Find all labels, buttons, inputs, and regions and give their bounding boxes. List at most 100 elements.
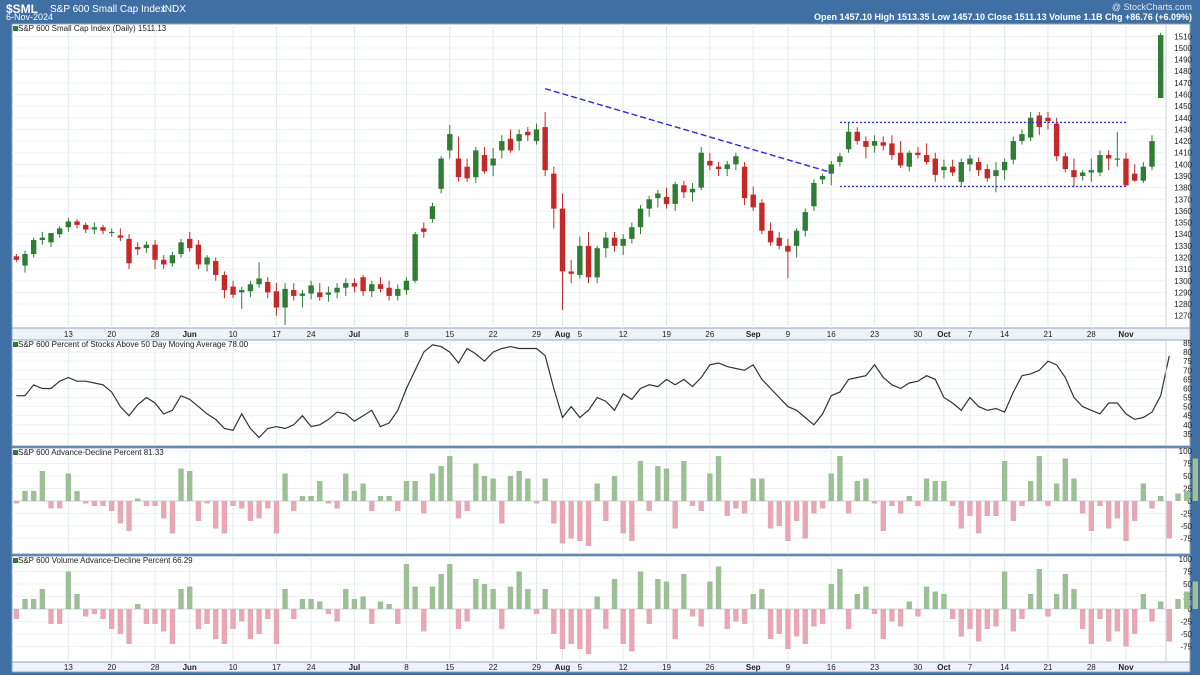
candle-body (568, 271, 574, 274)
ad-bar (343, 473, 349, 501)
ad-bar (351, 491, 358, 501)
candle-body (447, 134, 453, 151)
ad-bar (551, 501, 557, 524)
y-tick-label: 40 (1183, 421, 1192, 430)
ad-bar (941, 481, 947, 501)
vol-ad-bar (282, 589, 288, 609)
ad-bar (464, 501, 470, 511)
ad-bar (1001, 461, 1008, 501)
x-tick-label: 24 (307, 663, 316, 672)
candle-body (299, 293, 306, 296)
ad-bar (724, 501, 730, 516)
candle-body (1088, 170, 1094, 173)
candle-body (1114, 158, 1121, 160)
ad-bar (13, 501, 20, 504)
x-tick-label: 15 (445, 330, 454, 339)
x-tick-label: 16 (827, 330, 836, 339)
candle-body (767, 230, 774, 243)
candle-body (438, 158, 444, 189)
ad-bar (568, 501, 574, 539)
vol-ad-bar (967, 609, 973, 629)
candle-body (282, 288, 288, 308)
ad-bar (481, 476, 488, 501)
x-tick-label: 30 (913, 330, 922, 339)
y-tick-label: 1340 (1174, 230, 1192, 239)
candle-body (291, 290, 297, 296)
x-tick-label: 8 (404, 330, 409, 339)
vol-ad-bar (1105, 609, 1112, 642)
vol-ad-bar (30, 599, 37, 609)
date-label: 6-Nov-2024 (6, 12, 54, 22)
ad-bar (1071, 478, 1077, 501)
vol-ad-bar (1036, 569, 1042, 609)
x-tick-label: 9 (786, 330, 791, 339)
ad-bar (421, 501, 427, 514)
candle-body (195, 244, 202, 265)
candle-body (577, 245, 583, 275)
vol-ad-bar (993, 609, 999, 627)
vol-ad-bar (117, 609, 124, 634)
y-tick-label: 1350 (1174, 219, 1192, 228)
ad-bar (117, 501, 124, 524)
ad-bar (984, 501, 990, 516)
vol-ad-bar (759, 589, 765, 609)
y-tick-label: 85 (1183, 339, 1192, 348)
candle-body (213, 260, 219, 275)
candle-body (880, 142, 886, 146)
date-strip-1 (11, 661, 1191, 673)
candle-body (1019, 134, 1025, 142)
candle-body (421, 228, 427, 232)
x-tick-label: 15 (445, 663, 454, 672)
y-tick-label: 1470 (1174, 79, 1192, 88)
y-tick-label: 1320 (1174, 253, 1192, 262)
ad-bar (282, 473, 288, 501)
x-tick-label: Aug (555, 663, 571, 672)
ad-bar (646, 501, 652, 511)
x-tick-label: 13 (64, 663, 73, 672)
ad-bar (1088, 501, 1094, 531)
x-tick-label: Sep (746, 330, 761, 339)
x-tick-label: Jul (349, 663, 361, 672)
ad-bar (299, 496, 306, 501)
x-tick-label: 28 (151, 330, 160, 339)
ad-bar (1131, 501, 1138, 521)
vol-ad-bar (325, 609, 332, 614)
candle-body (65, 221, 72, 228)
vol-ad-bar (1175, 599, 1181, 609)
candle-body (897, 152, 904, 166)
vol-ad-bar (221, 609, 228, 644)
candle-body (117, 235, 124, 238)
ad-bar (143, 501, 150, 506)
panel-title-swatch (13, 26, 18, 31)
vol-ad-bar (403, 564, 410, 609)
vol-ad-bar (793, 609, 800, 637)
candle-body (473, 150, 479, 178)
ad-bar (629, 501, 635, 541)
vol-ad-bar (1079, 609, 1086, 629)
y-tick-label: 55 (1183, 394, 1192, 403)
candle-body (1097, 155, 1103, 173)
vol-ad-bar (949, 609, 956, 619)
candle-body (923, 155, 930, 163)
ad-bar (828, 473, 834, 501)
vol-ad-bar (447, 564, 453, 609)
vol-ad-bar (663, 581, 670, 609)
y-tick-label: 1500 (1174, 44, 1192, 53)
vol-ad-bar (655, 579, 661, 609)
vol-ad-bar (620, 609, 626, 644)
ad-bar (1175, 493, 1181, 501)
candle-body (525, 131, 531, 136)
ad-bar (811, 501, 817, 514)
ad-bar (56, 501, 63, 509)
candle-body (533, 129, 540, 142)
vol-ad-bar (750, 594, 756, 609)
candle-body (672, 184, 678, 204)
ad-bar (975, 501, 982, 534)
y-tick-label: 1410 (1174, 149, 1192, 158)
vol-ad-bar (473, 579, 479, 609)
vol-ad-bar (889, 609, 895, 622)
ad-bar (1036, 456, 1042, 501)
panel-title-swatch (13, 342, 18, 347)
ad-bar (915, 501, 921, 506)
ad-bar (637, 461, 644, 501)
